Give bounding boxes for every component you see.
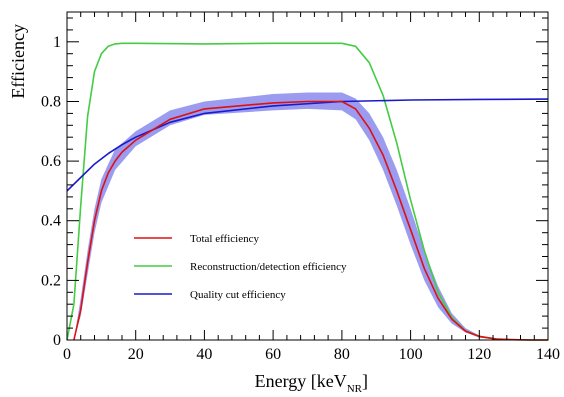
- x-axis-title-main: Energy [keV: [255, 371, 347, 391]
- x-axis-title-close: ]: [362, 371, 368, 391]
- x-axis-title-subscript: NR: [347, 383, 363, 395]
- plot-frame: [66, 11, 549, 341]
- legend-label: Total efficiency: [190, 233, 259, 245]
- x-tick-label: 40: [196, 346, 212, 363]
- x-tick-label: 20: [128, 346, 144, 363]
- tick-label-layer: 0 20 40 60 80 100 120 140 0 0.2 0.4 0.6 0.8 1: [41, 34, 560, 363]
- x-tick-label: 0: [63, 346, 71, 363]
- x-tick-label: 60: [265, 346, 281, 363]
- series-line-1: [66, 98, 549, 192]
- y-tick-label: 0: [53, 332, 61, 349]
- x-tick-label: 140: [536, 346, 560, 363]
- x-tick-label: 80: [334, 346, 350, 363]
- y-tick-label: 0.6: [41, 153, 61, 170]
- y-tick-label: 1: [53, 34, 61, 51]
- legend: Total efficiency Reconstruction/detection…: [134, 233, 347, 301]
- tick-layer: [66, 12, 549, 341]
- y-tick-label: 0.4: [41, 213, 61, 230]
- y-tick-label: 0.8: [41, 94, 61, 111]
- legend-label: Reconstruction/detection efficiency: [190, 261, 347, 273]
- x-tick-label: 120: [467, 346, 491, 363]
- y-tick-label: 0.2: [41, 272, 61, 289]
- legend-label: Quality cut efficiency: [190, 289, 286, 301]
- y-axis-title: Efficiency: [8, 24, 28, 99]
- series-line-2: [73, 100, 548, 341]
- series-layer: [66, 42, 549, 341]
- x-tick-label: 100: [399, 346, 423, 363]
- x-axis-title: Energy [keVNR]: [255, 371, 368, 395]
